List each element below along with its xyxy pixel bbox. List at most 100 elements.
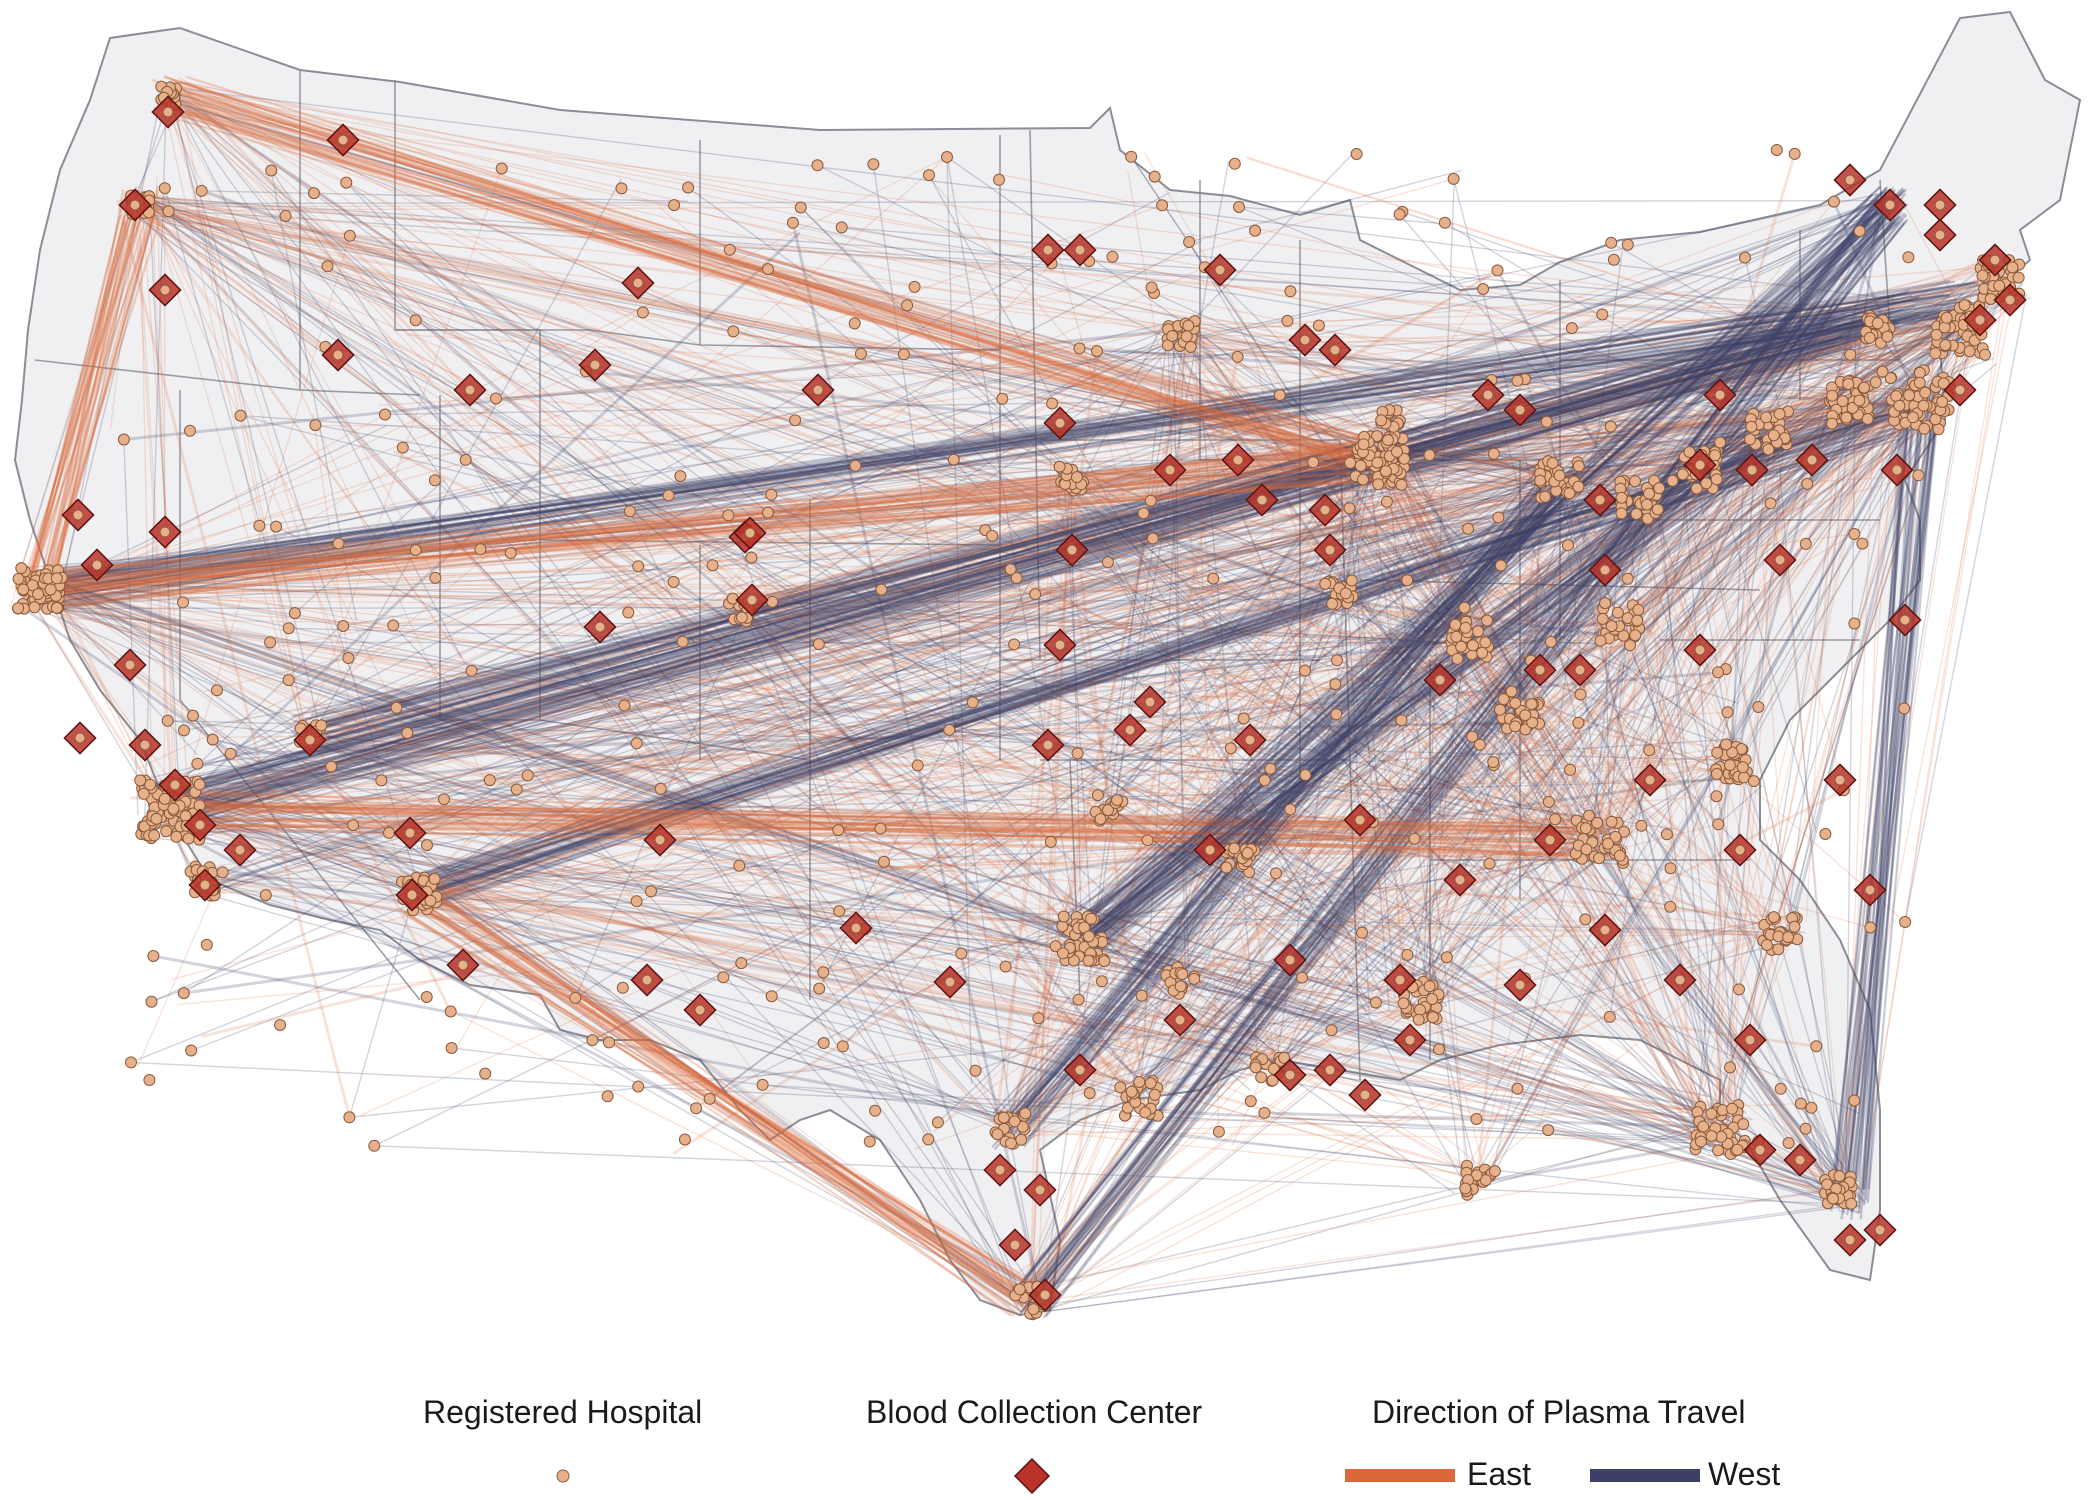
flow-line bbox=[123, 439, 139, 816]
flow-line bbox=[1341, 600, 1515, 717]
hospital-marker bbox=[424, 894, 437, 907]
flow-line bbox=[1069, 217, 1901, 946]
flow-line bbox=[1696, 769, 1749, 1113]
flow-line bbox=[401, 894, 1029, 1284]
flow-line bbox=[22, 293, 1950, 587]
flow-line bbox=[301, 334, 1873, 746]
collection-center-dot bbox=[124, 659, 136, 671]
hospital-marker bbox=[1176, 968, 1189, 981]
flow-line bbox=[275, 525, 1086, 948]
hospital-marker bbox=[654, 782, 667, 795]
hospital-marker bbox=[1174, 980, 1187, 993]
flow-line bbox=[137, 889, 216, 1067]
flow-line bbox=[37, 592, 1066, 934]
flow-line bbox=[33, 582, 1022, 1136]
flow-line bbox=[408, 505, 1650, 882]
flow-line bbox=[222, 203, 1890, 873]
flow-line bbox=[1883, 305, 1964, 329]
flow-line bbox=[1246, 157, 1921, 374]
hospital-marker bbox=[429, 571, 442, 584]
collection-center-dot bbox=[1864, 884, 1876, 896]
flow-line bbox=[1174, 472, 1558, 974]
flow-line bbox=[1124, 1114, 1732, 1143]
flow-line bbox=[193, 754, 1725, 881]
flow-line bbox=[194, 320, 1946, 893]
collection-center-dot bbox=[944, 976, 956, 988]
flow-line bbox=[168, 790, 1012, 1135]
hospital-marker bbox=[854, 347, 867, 360]
flow-line bbox=[290, 295, 1920, 733]
hospital-marker bbox=[1483, 857, 1496, 870]
hospital-marker bbox=[1913, 376, 1926, 389]
hospital-marker bbox=[1899, 916, 1912, 928]
flow-line bbox=[197, 763, 1235, 853]
flow-line bbox=[1381, 396, 1819, 421]
hospital-marker bbox=[1846, 402, 1859, 414]
flow-line bbox=[1166, 338, 1597, 921]
hospital-marker bbox=[1643, 487, 1656, 500]
flow-line bbox=[185, 104, 1363, 477]
collection-center-dot bbox=[337, 134, 349, 146]
flow-line bbox=[435, 613, 1635, 900]
flow-line bbox=[137, 204, 675, 208]
collection-center-dot bbox=[1534, 664, 1546, 676]
collection-center-dot bbox=[1319, 504, 1331, 516]
flow-line bbox=[181, 822, 1103, 952]
hospital-marker bbox=[901, 299, 914, 312]
flow-line bbox=[145, 196, 1622, 862]
flow-line bbox=[1844, 389, 1940, 1196]
flow-line bbox=[1098, 222, 1898, 949]
flow-line bbox=[1238, 206, 1454, 226]
flow-line bbox=[1622, 494, 1716, 1126]
flow-line bbox=[750, 341, 1938, 628]
hospital-marker bbox=[745, 551, 758, 564]
flow-line bbox=[145, 195, 734, 624]
flow-line bbox=[731, 441, 1778, 600]
flow-line bbox=[999, 840, 1593, 1128]
flow-line bbox=[1069, 621, 1614, 954]
flow-line bbox=[44, 601, 1490, 865]
hospital-marker bbox=[1613, 849, 1626, 862]
flow-line bbox=[1486, 484, 1628, 658]
flow-line bbox=[52, 439, 1376, 608]
flow-line bbox=[728, 602, 1469, 645]
hospital-marker bbox=[1664, 862, 1677, 875]
collection-center-dot bbox=[1899, 614, 1911, 626]
hospital-marker bbox=[1070, 471, 1083, 484]
flow-line bbox=[48, 293, 1945, 593]
flow-line bbox=[1008, 346, 1192, 1144]
flow-line bbox=[345, 182, 1131, 796]
flow-line bbox=[751, 391, 1925, 559]
hospital-marker bbox=[1343, 502, 1356, 515]
flow-line bbox=[44, 594, 412, 886]
flow-line bbox=[173, 92, 1384, 472]
flow-line bbox=[1003, 470, 1579, 1115]
flow-line bbox=[160, 81, 1394, 467]
flow-line bbox=[145, 208, 1639, 612]
collection-center-dot bbox=[159, 284, 171, 296]
flow-line bbox=[631, 472, 1065, 891]
flow-line bbox=[175, 81, 1176, 974]
flow-line bbox=[839, 320, 1871, 915]
flow-line bbox=[360, 624, 1456, 1116]
hospital-marker bbox=[1709, 449, 1721, 462]
hospital-marker bbox=[1319, 577, 1332, 590]
flow-line bbox=[1144, 409, 1941, 1106]
flow-line bbox=[57, 156, 948, 597]
flow-line bbox=[146, 199, 1878, 205]
hospital-marker bbox=[1618, 825, 1631, 838]
flow-line bbox=[1044, 216, 1896, 1298]
flow-line bbox=[1188, 335, 1467, 629]
flow-line bbox=[1400, 472, 1800, 913]
flow-line bbox=[1099, 328, 1179, 820]
hospital-marker bbox=[495, 162, 508, 175]
hospital-marker bbox=[1764, 497, 1777, 510]
flow-line bbox=[397, 288, 1985, 460]
flow-line bbox=[1647, 497, 1697, 1145]
flow-line bbox=[1008, 504, 1632, 1121]
flow-line bbox=[1607, 497, 1639, 840]
collection-center-dot bbox=[1974, 314, 1986, 326]
flow-line bbox=[151, 435, 1765, 800]
flow-line bbox=[201, 435, 1782, 897]
flow-line bbox=[140, 187, 408, 734]
